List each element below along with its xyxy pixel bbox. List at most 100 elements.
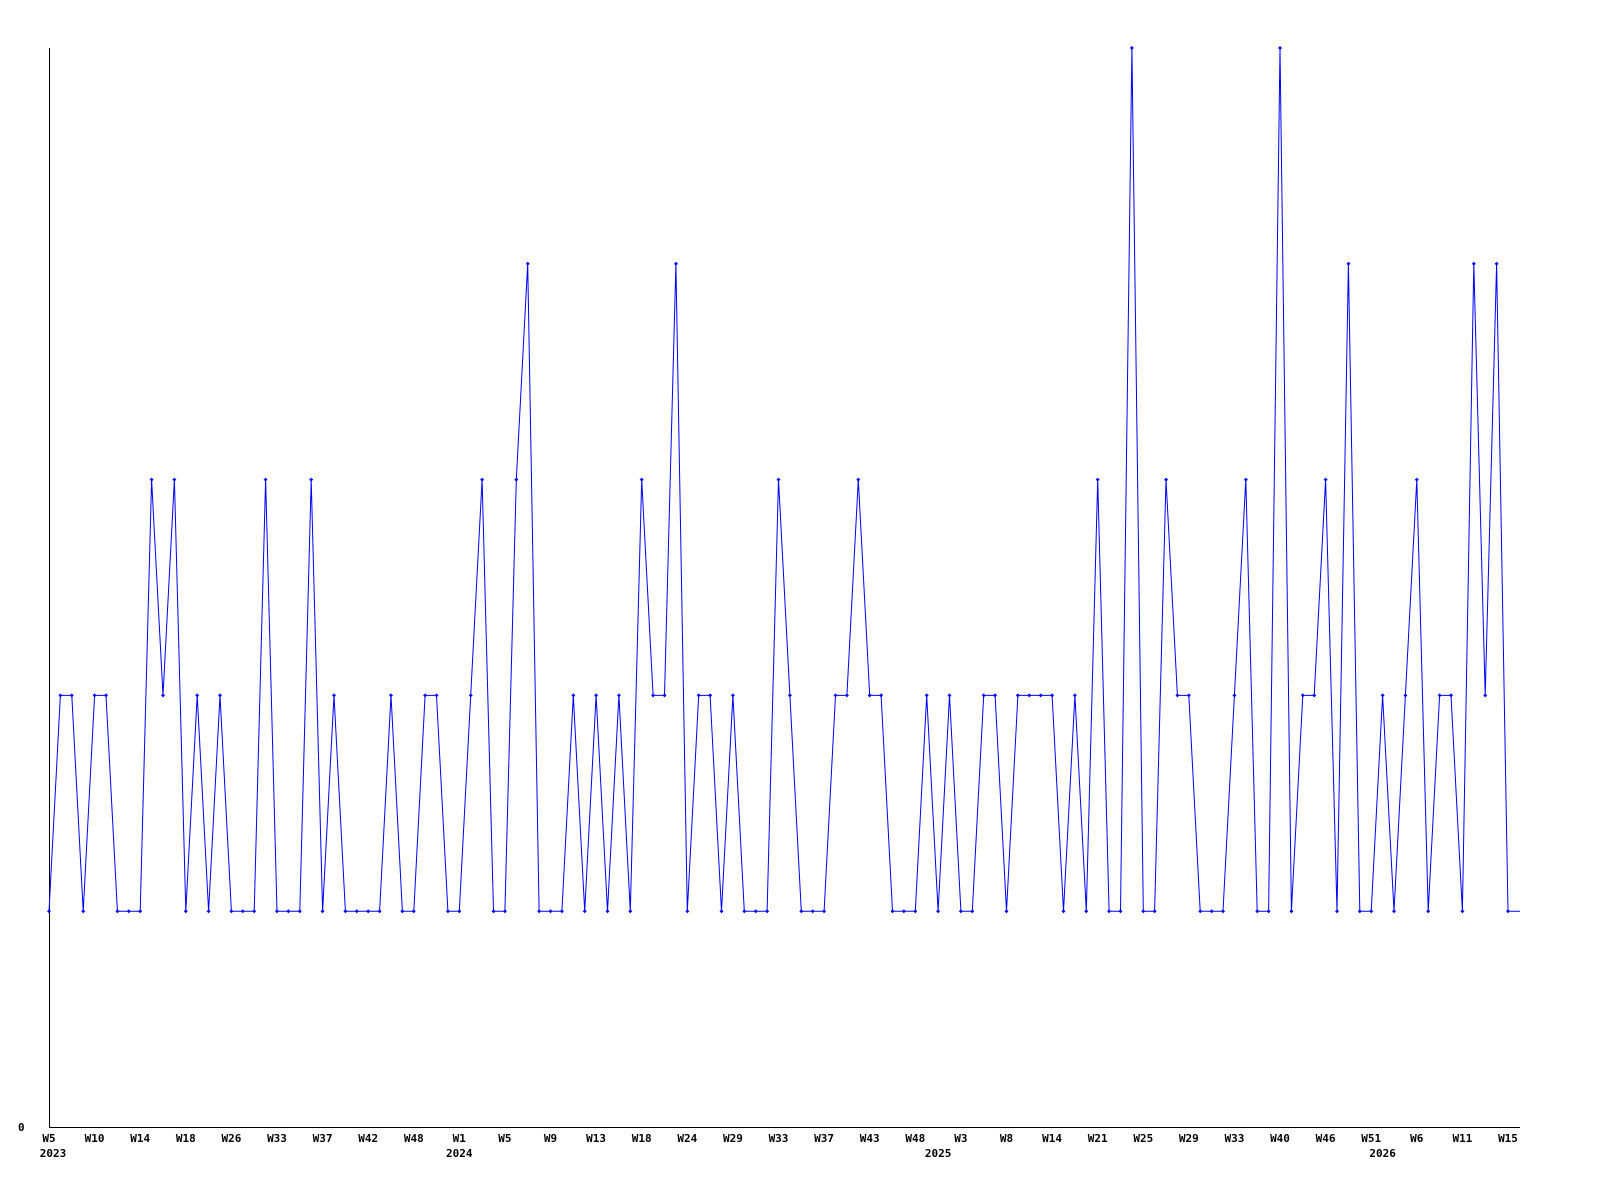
data-point [1300, 693, 1305, 698]
data-point [195, 693, 200, 698]
data-point [1015, 693, 1020, 698]
data-point [377, 909, 382, 914]
data-point [810, 909, 815, 914]
year-label: 2025 [925, 1147, 952, 1160]
data-point [297, 909, 302, 914]
x-tick-label: W15 [1498, 1132, 1518, 1145]
y-tick-label: 0 [18, 1121, 25, 1134]
data-point [252, 909, 257, 914]
data-point [1175, 693, 1180, 698]
data-point [673, 261, 678, 266]
data-point [548, 909, 553, 914]
data-point [434, 693, 439, 698]
x-tick-labels: W5 W10 W14 W18 W26 W33 W37 W42 W48 W1 W5 W9 W13 W18 W2… [42, 1132, 1518, 1145]
data-point [445, 909, 450, 914]
data-point [594, 693, 599, 698]
data-point [286, 909, 291, 914]
data-point [1072, 693, 1077, 698]
data-point [1460, 909, 1465, 914]
data-point [1186, 693, 1191, 698]
data-point [822, 909, 827, 914]
data-point [47, 909, 51, 914]
data-point [1506, 909, 1510, 914]
data-point [616, 693, 621, 698]
data-point [639, 477, 644, 482]
data-point [172, 477, 177, 482]
data-point [525, 261, 530, 266]
x-tick-label: W1 [453, 1132, 467, 1145]
data-point [879, 693, 884, 698]
x-tick-label: W11 [1452, 1132, 1472, 1145]
data-point [58, 693, 63, 698]
x-tick-label: W51 [1361, 1132, 1381, 1145]
data-point [92, 693, 97, 698]
data-point [1095, 477, 1100, 482]
data-point [514, 477, 519, 482]
data-point [1266, 909, 1271, 914]
data-point [787, 693, 792, 698]
x-tick-label: W42 [358, 1132, 378, 1145]
data-point [856, 477, 861, 482]
data-point [571, 693, 576, 698]
data-point [423, 693, 428, 698]
data-point [844, 693, 849, 698]
data-point [936, 909, 941, 914]
data-point [799, 909, 804, 914]
data-point [457, 909, 462, 914]
data-point [1380, 693, 1385, 698]
x-tick-label: W29 [723, 1132, 743, 1145]
data-point [1084, 909, 1089, 914]
data-point [1346, 261, 1351, 266]
series-line [48, 47, 1520, 912]
data-point [1494, 261, 1499, 266]
data-point [1335, 909, 1340, 914]
data-point [1061, 909, 1066, 914]
data-point [1209, 909, 1214, 914]
data-point [320, 909, 325, 914]
x-tick-label: W5 [42, 1132, 55, 1145]
data-point [1107, 909, 1112, 914]
year-label: 2026 [1369, 1147, 1396, 1160]
x-tick-label: W48 [905, 1132, 925, 1145]
data-point [491, 909, 496, 914]
data-point [947, 693, 952, 698]
data-point [160, 693, 165, 698]
data-point [1426, 909, 1431, 914]
data-point [1164, 477, 1169, 482]
x-tick-label: W29 [1179, 1132, 1199, 1145]
data-point [1243, 477, 1248, 482]
data-point [331, 693, 336, 698]
data-point [742, 909, 747, 914]
data-point [388, 693, 393, 698]
data-point [126, 909, 131, 914]
data-point [685, 909, 690, 914]
data-point [138, 909, 143, 914]
data-point [1118, 909, 1123, 914]
x-tick-label: W21 [1088, 1132, 1108, 1145]
data-point [1392, 909, 1397, 914]
data-point [765, 909, 770, 914]
data-point [1004, 909, 1009, 914]
data-point [1141, 909, 1146, 914]
x-tick-label: W43 [860, 1132, 880, 1145]
x-tick-label: W37 [814, 1132, 834, 1145]
data-point [890, 909, 895, 914]
data-point [103, 693, 108, 698]
data-point [1312, 693, 1317, 698]
x-tick-label: W5 [498, 1132, 511, 1145]
data-point [776, 477, 781, 482]
data-point [1437, 693, 1442, 698]
data-point [468, 693, 473, 698]
x-tick-label: W25 [1133, 1132, 1153, 1145]
x-tick-label: W46 [1316, 1132, 1336, 1145]
year-labels: 2023 2024 2025 2026 [40, 1147, 1396, 1160]
series-line-group [47, 46, 1520, 914]
data-point [149, 477, 154, 482]
data-point [605, 909, 610, 914]
x-tick-label: W8 [1000, 1132, 1013, 1145]
data-point [1129, 46, 1134, 50]
data-point [559, 909, 564, 914]
data-point [708, 693, 713, 698]
data-point [1050, 693, 1055, 698]
